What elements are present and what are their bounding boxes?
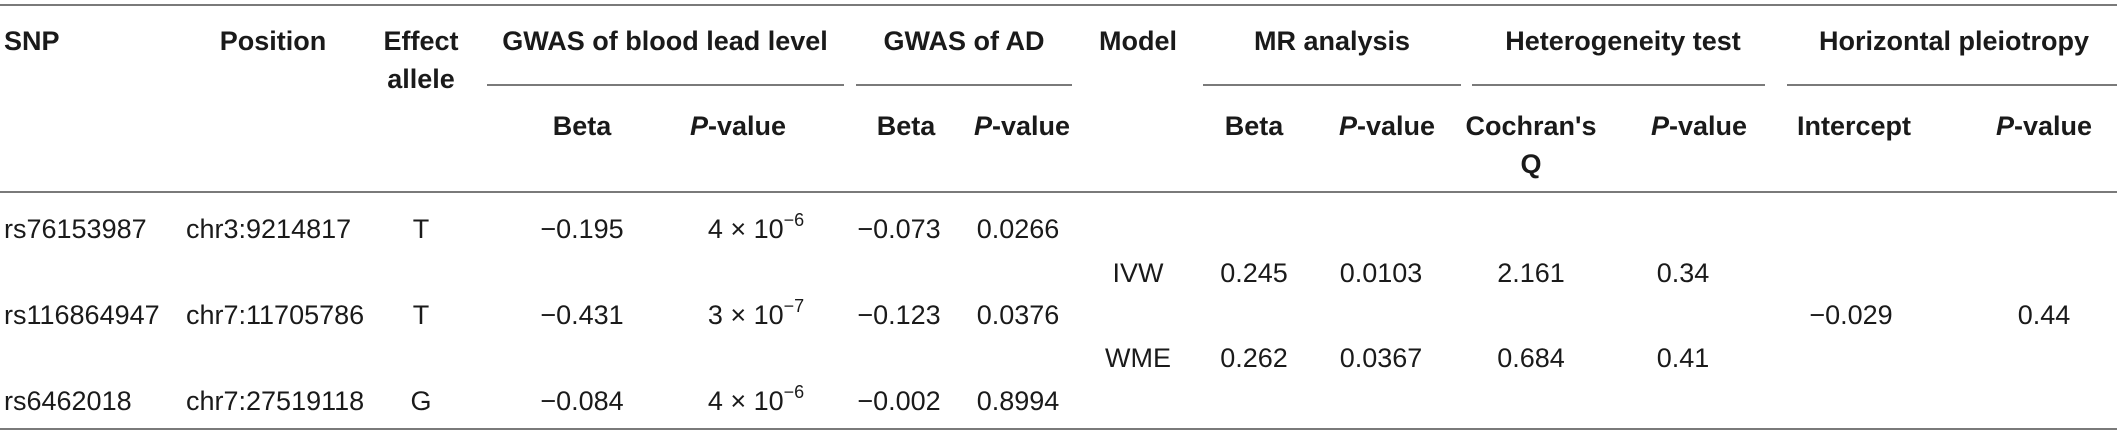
model-wme: WME <box>1105 343 1171 373</box>
header-model: Model <box>1099 26 1177 56</box>
header-cochran-line1: Cochran's <box>1465 111 1597 141</box>
header-mr-beta: Beta <box>1224 111 1284 141</box>
header-intercept: Intercept <box>1796 111 1912 141</box>
wme-het-pvalue: 0.41 <box>1656 343 1710 373</box>
row1-lead-pvalue: 4 × 10−6 <box>707 210 805 244</box>
row1-snp: rs76153987 <box>4 214 147 244</box>
row3-allele: G <box>410 386 432 416</box>
wme-cochran-q: 0.684 <box>1497 343 1565 373</box>
gwas-lead-subrule <box>487 84 844 86</box>
gwas-ad-subrule <box>856 84 1072 86</box>
pleiotropy-intercept: −0.029 <box>1809 300 1893 330</box>
header-effect-allele-line2: allele <box>387 64 455 94</box>
row3-position: chr7:27519118 <box>186 386 365 416</box>
model-ivw: IVW <box>1112 258 1164 288</box>
header-gwas-lead: GWAS of blood lead level <box>502 26 828 56</box>
row2-position: chr7:11705786 <box>186 300 365 330</box>
mr-subrule <box>1203 84 1461 86</box>
header-mr-pvalue: P-value <box>1338 111 1436 141</box>
row2-snp: rs116864947 <box>4 300 160 330</box>
header-bottom-rule <box>0 191 2117 193</box>
row3-ad-pvalue: 0.8994 <box>976 386 1060 416</box>
row3-snp: rs6462018 <box>4 386 132 416</box>
header-heterogeneity: Heterogeneity test <box>1505 26 1741 56</box>
header-snp: SNP <box>4 26 60 56</box>
wme-mr-beta: 0.262 <box>1220 343 1288 373</box>
row1-lead-beta: −0.195 <box>540 214 624 244</box>
header-pleiotropy: Horizontal pleiotropy <box>1819 26 2089 56</box>
header-lead-beta: Beta <box>552 111 612 141</box>
header-ad-pvalue: P-value <box>973 111 1071 141</box>
ivw-mr-pvalue: 0.0103 <box>1339 258 1423 288</box>
header-ad-beta: Beta <box>876 111 936 141</box>
row1-position: chr3:9214817 <box>186 214 352 244</box>
header-cochran-line2: Q <box>1520 149 1542 179</box>
ivw-cochran-q: 2.161 <box>1497 258 1565 288</box>
header-position: Position <box>219 26 327 56</box>
header-mr: MR analysis <box>1253 26 1411 56</box>
row3-lead-beta: −0.084 <box>540 386 624 416</box>
header-effect-allele-line1: Effect <box>383 26 459 56</box>
header-het-pvalue: P-value <box>1650 111 1748 141</box>
row1-allele: T <box>412 214 430 244</box>
pleiotropy-pvalue: 0.44 <box>2017 300 2071 330</box>
ivw-het-pvalue: 0.34 <box>1656 258 1710 288</box>
header-lead-pvalue: P-value <box>689 111 787 141</box>
row3-ad-beta: −0.002 <box>857 386 941 416</box>
heterogeneity-subrule <box>1472 84 1765 86</box>
row2-ad-beta: −0.123 <box>857 300 941 330</box>
row1-ad-pvalue: 0.0266 <box>976 214 1060 244</box>
header-gwas-ad: GWAS of AD <box>883 26 1045 56</box>
row2-allele: T <box>412 300 430 330</box>
row2-ad-pvalue: 0.0376 <box>976 300 1060 330</box>
top-rule <box>0 4 2117 6</box>
row1-ad-beta: −0.073 <box>857 214 941 244</box>
ivw-mr-beta: 0.245 <box>1220 258 1288 288</box>
pleiotropy-subrule <box>1787 84 2117 86</box>
row2-lead-beta: −0.431 <box>540 300 624 330</box>
header-pleio-pvalue: P-value <box>1995 111 2093 141</box>
row3-lead-pvalue: 4 × 10−6 <box>707 382 805 416</box>
row2-lead-pvalue: 3 × 10−7 <box>707 296 805 330</box>
wme-mr-pvalue: 0.0367 <box>1339 343 1423 373</box>
bottom-rule <box>0 428 2117 430</box>
